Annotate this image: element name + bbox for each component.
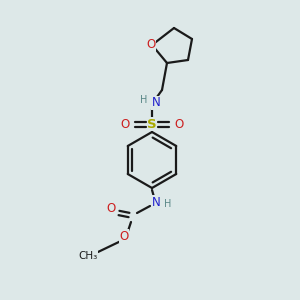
Text: N: N (152, 97, 160, 110)
Text: O: O (106, 202, 116, 215)
Text: H: H (140, 95, 148, 105)
Text: S: S (147, 118, 157, 130)
Text: O: O (174, 118, 184, 130)
Text: O: O (119, 230, 129, 242)
Text: O: O (120, 118, 130, 130)
Text: O: O (146, 38, 156, 52)
Text: N: N (152, 196, 160, 208)
Text: CH₃: CH₃ (78, 251, 98, 261)
Text: H: H (164, 199, 172, 209)
